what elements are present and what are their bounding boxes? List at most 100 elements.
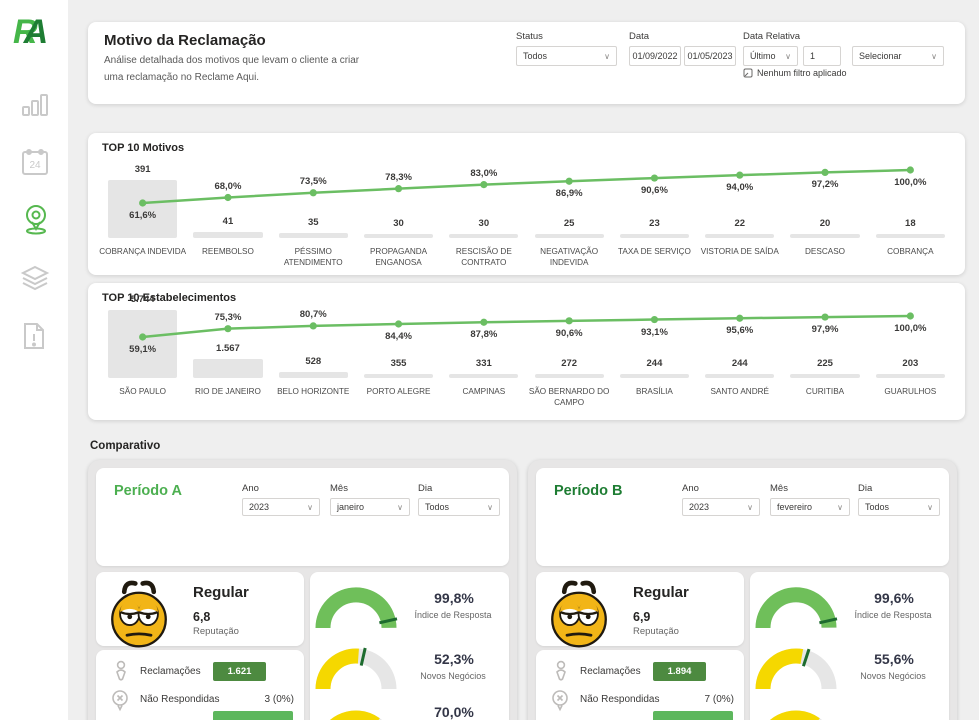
dia-dropdown[interactable]: Todos ∨: [418, 498, 500, 516]
relative-unit-value: Selecionar: [859, 51, 902, 61]
pareto-bar[interactable]: [278, 371, 348, 378]
location-pin-icon[interactable]: [20, 203, 50, 235]
dia-dropdown[interactable]: Todos ∨: [858, 498, 940, 516]
calendar-icon[interactable]: 24: [20, 147, 50, 177]
ano-dropdown[interactable]: 2023 ∨: [682, 498, 760, 516]
category-label: RIO DE JANEIRO: [194, 387, 261, 396]
nao-respondidas-label: Não Respondidas: [580, 694, 660, 705]
status-filter-dropdown[interactable]: Todos ∨: [516, 46, 617, 66]
report-alert-icon[interactable]: [20, 321, 50, 351]
bar-value-label: 331: [475, 358, 492, 369]
pareto-bar[interactable]: [619, 374, 690, 378]
chevron-down-icon: ∨: [397, 502, 403, 512]
bar-value-label: 244: [731, 358, 748, 369]
respondidas-badge-partial: [653, 711, 733, 720]
pareto-bar[interactable]: [363, 373, 434, 378]
gauge-label: Índice de Resposta: [854, 610, 932, 620]
date-to-value: 01/05/2023: [687, 51, 733, 61]
date-from-input[interactable]: 01/09/2022: [629, 46, 681, 66]
cumulative-pct-label: 78,3%: [385, 171, 412, 183]
category-label: CURITIBA: [805, 387, 845, 396]
cumulative-pct-label: 97,2%: [811, 179, 839, 191]
cumulative-pct-label: 80,7%: [299, 308, 327, 320]
gauge-arc: [315, 587, 398, 629]
pareto-bar[interactable]: [278, 232, 348, 238]
category-label: TAXA DE SERVIÇO: [617, 247, 691, 256]
gauge-arc: [755, 648, 837, 690]
pareto-bar[interactable]: [705, 374, 775, 378]
gauge-3: 70,0%: [310, 704, 509, 720]
gauge-value: 70,0%: [434, 704, 474, 720]
calendar-number: 24: [29, 160, 41, 171]
chevron-down-icon: ∨: [931, 51, 937, 61]
category-label: NEGATIVAÇÃO INDEVIDA: [540, 247, 599, 267]
mes-label: Mês: [330, 483, 348, 494]
relative-count-input[interactable]: 1: [803, 46, 841, 66]
pareto-bar[interactable]: [363, 233, 434, 238]
date-filter-label: Data: [629, 31, 650, 42]
pareto-bar[interactable]: [534, 374, 604, 378]
bar-value-label: 23: [649, 218, 660, 229]
mes-label: Mês: [770, 483, 788, 494]
pareto-bar[interactable]: [534, 234, 604, 238]
mes-value: janeiro: [337, 502, 365, 512]
logo-letter-r: R: [13, 13, 37, 51]
gauge-2: 55,6% Novos Negócios: [750, 645, 949, 701]
cumulative-pct-label: 87,8%: [470, 329, 498, 341]
pareto-bar[interactable]: [108, 180, 178, 238]
circle-x-pin-icon: [112, 690, 128, 712]
cumulative-pct-label: 90,6%: [555, 327, 583, 339]
pareto-bar[interactable]: [790, 374, 860, 378]
mes-value: fevereiro: [777, 502, 813, 512]
bar-value-label: 272: [561, 358, 578, 369]
periodo-a-panel: Período A Ano 2023 ∨ Mês janeiro ∨ Dia Tod…: [88, 460, 517, 720]
bar-value-label: 41: [222, 215, 234, 227]
chevron-down-icon: ∨: [785, 51, 791, 61]
pareto-bar[interactable]: [108, 310, 178, 378]
relative-mode-dropdown[interactable]: Último ∨: [743, 46, 798, 66]
chevron-down-icon: ∨: [747, 502, 753, 512]
pareto-bar[interactable]: [449, 233, 519, 238]
gauge-arc: [769, 710, 823, 720]
bar-value-label: 528: [305, 355, 322, 367]
pareto-bar[interactable]: [705, 234, 775, 238]
relative-date-filter-label: Data Relativa: [743, 31, 801, 42]
periodo-b-name: Período B: [554, 483, 623, 499]
relative-unit-dropdown[interactable]: Selecionar ∨: [852, 46, 944, 66]
cumulative-pct-label: 59,1%: [129, 344, 157, 355]
nao-respondidas-value: 7 (0%): [704, 694, 734, 705]
pareto-bar[interactable]: [193, 359, 263, 378]
bar-value-label: 25: [563, 218, 575, 229]
mes-dropdown[interactable]: janeiro ∨: [330, 498, 410, 516]
ano-dropdown[interactable]: 2023 ∨: [242, 498, 320, 516]
periodo-b-reputation-card: Regular 6,9 Reputação: [536, 572, 744, 648]
bar-chart-icon[interactable]: [20, 90, 50, 120]
periodo-a-filter-card: Período A Ano 2023 ∨ Mês janeiro ∨ Dia Tod…: [96, 468, 509, 566]
pareto-bar[interactable]: [449, 374, 519, 378]
regular-emoji-icon: [551, 580, 607, 648]
pareto-bar[interactable]: [193, 231, 263, 238]
pareto-bar[interactable]: [875, 374, 945, 378]
circle-x-pin-icon: [552, 690, 568, 712]
pareto-bar[interactable]: [619, 234, 690, 238]
pareto-bar[interactable]: [875, 234, 945, 238]
category-label: RESCISÃO DE CONTRATO: [455, 247, 512, 267]
pareto-line-svg: [139, 312, 914, 341]
status-filter-value: Todos: [523, 51, 548, 61]
bar-value-label: 391: [134, 164, 151, 175]
status-filter-label: Status: [516, 31, 543, 42]
sidebar: RA 24: [0, 0, 68, 720]
cumulative-pct-label: 73,5%: [299, 175, 327, 187]
filter-status-text: Nenhum filtro aplicado: [757, 68, 847, 78]
logo-letter-a: A: [23, 13, 48, 51]
cumulative-pct-label: 84,4%: [385, 331, 412, 342]
ano-value: 2023: [249, 502, 270, 512]
reclamacoes-label: Reclamações: [580, 666, 641, 677]
category-label: GUARULHOS: [884, 387, 937, 396]
mes-dropdown[interactable]: fevereiro ∨: [770, 498, 850, 516]
gauge-value: 55,6%: [874, 651, 914, 667]
pareto-bar[interactable]: [790, 234, 860, 238]
date-to-input[interactable]: 01/05/2023: [684, 46, 736, 66]
dia-label: Dia: [418, 483, 433, 494]
layers-icon[interactable]: [20, 264, 50, 294]
